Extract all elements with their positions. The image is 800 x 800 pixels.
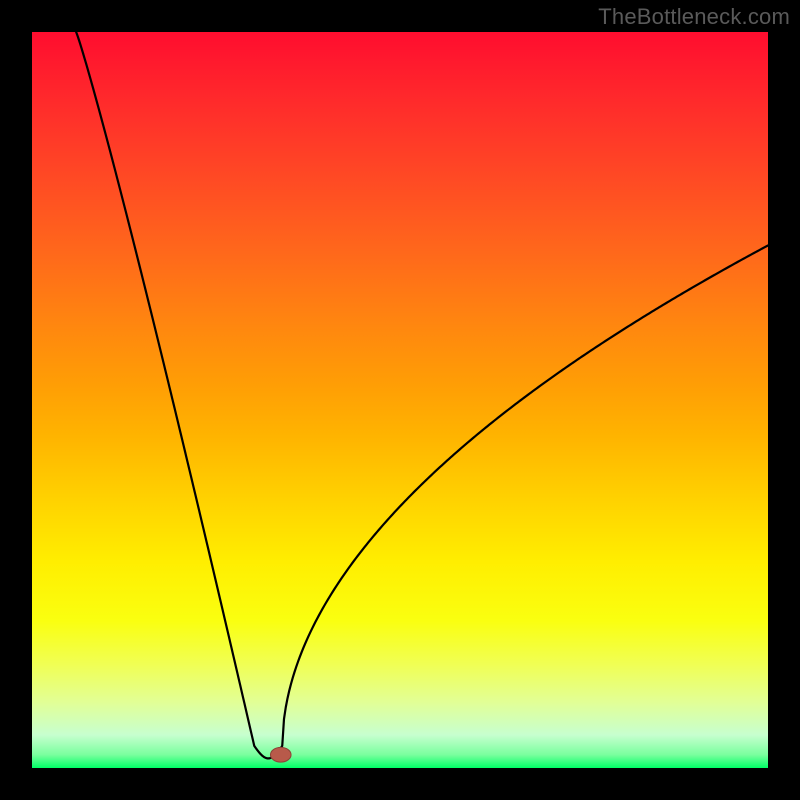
plot-background: [32, 32, 768, 768]
bottleneck-plot: [32, 32, 768, 768]
optimal-point-marker: [270, 747, 291, 762]
bottleneck-plot-area: [32, 32, 768, 768]
page-root: TheBottleneck.com: [0, 0, 800, 800]
watermark-text: TheBottleneck.com: [598, 4, 790, 30]
